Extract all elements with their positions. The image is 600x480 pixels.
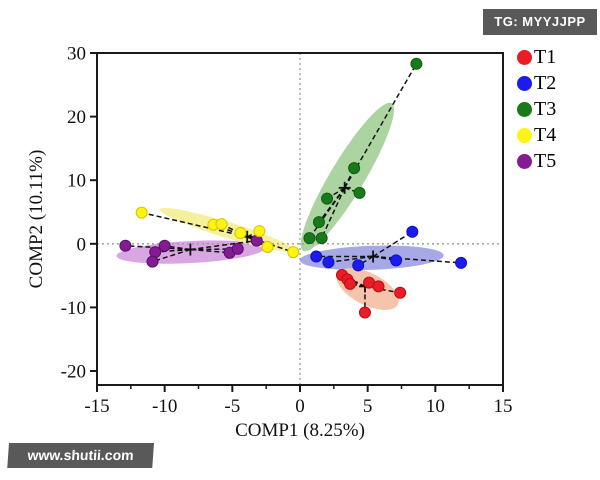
legend: T1 T2 T3 T4 T5 [517,44,556,174]
t4-data-point [215,218,228,231]
legend-label: T5 [534,149,557,172]
t5-data-point [231,242,244,255]
t3-data-point [321,192,334,205]
t5-spider-line [155,248,191,253]
t5-spider-line [190,248,230,254]
legend-label: T4 [534,123,557,146]
legend-label: T1 [534,45,557,68]
t3-data-point [348,162,361,175]
t3-data-point [315,232,328,245]
x-axis-title: COMP1 (8.25%) [235,420,365,441]
y-tick-label: 0 [77,234,87,255]
legend-label: T3 [534,97,557,120]
legend-item-t5: T5 [517,148,556,174]
y-tick-label: 10 [67,171,86,192]
x-tick-label: 15 [494,396,513,417]
t2-spider-line [357,255,374,267]
legend-dot-icon [517,127,532,143]
legend-dot-icon [517,75,532,91]
t3-spider-line [308,187,346,239]
y-axis-title: COMP2 (10.11%) [26,149,47,289]
t5-data-point [158,239,171,252]
x-tick-label: -5 [224,396,240,417]
t2-data-point [455,256,468,269]
legend-item-t4: T4 [517,122,556,148]
t2-data-point [310,250,323,263]
t3-data-point [303,232,316,245]
x-tick-label: -10 [152,396,177,417]
t1-data-point [394,286,407,299]
x-tick-label: 10 [426,396,445,417]
legend-item-t2: T2 [517,70,556,96]
t4-data-point [261,240,274,253]
t3-spider-line [318,187,346,223]
x-tick-label: 5 [363,396,373,417]
t2-data-point [390,254,403,267]
x-tick-label: -15 [84,396,109,417]
watermark-badge: www.shutii.com [7,443,154,468]
t4-spider-line [213,224,248,238]
y-tick-label: -10 [61,298,86,319]
t4-data-point [135,206,148,219]
t5-spider-line [152,248,191,263]
t4-data-point [234,226,247,239]
legend-dot-icon [517,153,532,169]
t1-data-point [358,306,371,319]
t5-spider-line [190,239,257,251]
t1-data-point [344,277,357,290]
t2-spider-line [373,255,462,264]
t3-spider-line [320,187,346,239]
t2-data-point [406,225,419,238]
t4-spider-line [141,211,248,238]
t2-data-point [352,259,365,272]
t2-data-point [322,256,335,269]
legend-label: T2 [534,71,557,94]
legend-item-t3: T3 [517,96,556,122]
t3-data-point [312,216,325,229]
legend-item-t1: T1 [517,44,556,70]
legend-dot-icon [517,49,532,65]
x-tick-label: 0 [295,396,305,417]
t3-data-point [353,186,366,199]
y-tick-label: 30 [67,44,86,65]
t3-data-point [410,57,423,70]
y-tick-label: 20 [67,107,86,128]
t5-data-point [146,255,159,268]
t1-data-point [372,280,385,293]
t5-data-point [119,239,132,252]
y-tick-label: -20 [61,362,86,383]
t4-data-point [253,225,266,238]
t4-data-point [287,246,300,259]
legend-dot-icon [517,101,532,117]
treatment-group-badge: TG: MYYJJPP [483,9,597,35]
